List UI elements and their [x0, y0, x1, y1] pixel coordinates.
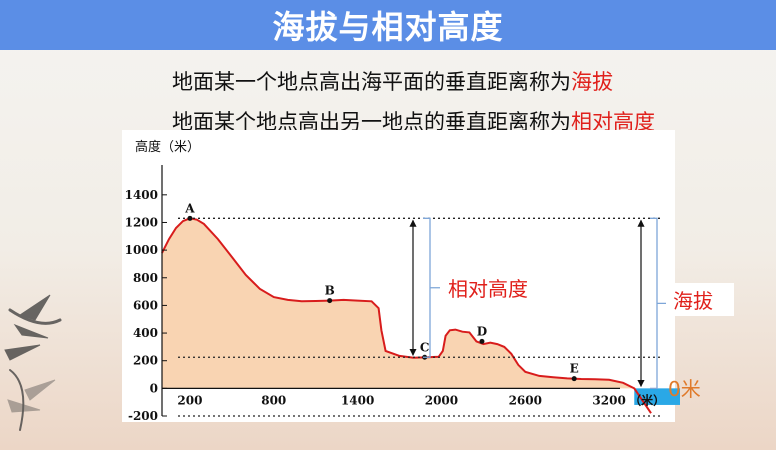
- y-tick-label: 0: [150, 381, 158, 395]
- x-tick-label: 2000: [425, 393, 458, 407]
- page-title: 海拔与相对高度: [272, 8, 504, 46]
- definition-term: 海拔: [571, 70, 613, 94]
- land-area: [162, 218, 635, 389]
- sea-area: [634, 388, 680, 405]
- point-a-label: A: [184, 201, 195, 215]
- relative-height-label: 相对高度: [448, 277, 528, 301]
- sea-level-label: 0米: [668, 377, 701, 401]
- y-tick-label: 1200: [125, 215, 158, 229]
- y-tick-label: -200: [128, 409, 158, 423]
- point-a-marker: [187, 215, 193, 221]
- point-b-label: B: [325, 284, 335, 298]
- x-tick-label: 200: [177, 393, 202, 407]
- definition-altitude: 地面某一个地点高出海平面的垂直距离称为海拔: [172, 66, 613, 96]
- title-bar: 海拔与相对高度: [0, 0, 776, 50]
- relative-height-bracket: [423, 217, 440, 358]
- x-tick-label: 3200: [592, 393, 625, 407]
- definition-text: 地面某一个地点高出海平面的垂直距离称为: [172, 70, 571, 94]
- altitude-label: 海拔: [673, 289, 713, 313]
- y-tick-label: 600: [133, 298, 158, 312]
- y-tick-label: 1000: [125, 243, 158, 257]
- y-tick-label: 200: [133, 354, 158, 368]
- point-d-marker: [479, 338, 485, 344]
- x-tick-label: 2600: [509, 393, 542, 407]
- y-tick-label: 400: [133, 326, 158, 340]
- y-axis-label: 高度（米）: [135, 139, 200, 155]
- point-c-label: C: [420, 340, 430, 354]
- altitude-bracket: [650, 217, 668, 390]
- point-d-label: D: [477, 324, 487, 338]
- point-b-marker: [327, 298, 333, 304]
- ink-bamboo-decoration: [4, 294, 62, 431]
- x-axis-unit-label: （米）: [629, 392, 665, 407]
- x-tick-label: 1400: [341, 393, 374, 407]
- point-e-marker: [571, 376, 577, 382]
- x-tick-label: 800: [261, 393, 286, 407]
- altitude-label-box: [666, 283, 734, 316]
- y-tick-label: 1400: [125, 188, 158, 202]
- y-tick-label: 800: [133, 271, 158, 285]
- point-e-label: E: [570, 362, 579, 376]
